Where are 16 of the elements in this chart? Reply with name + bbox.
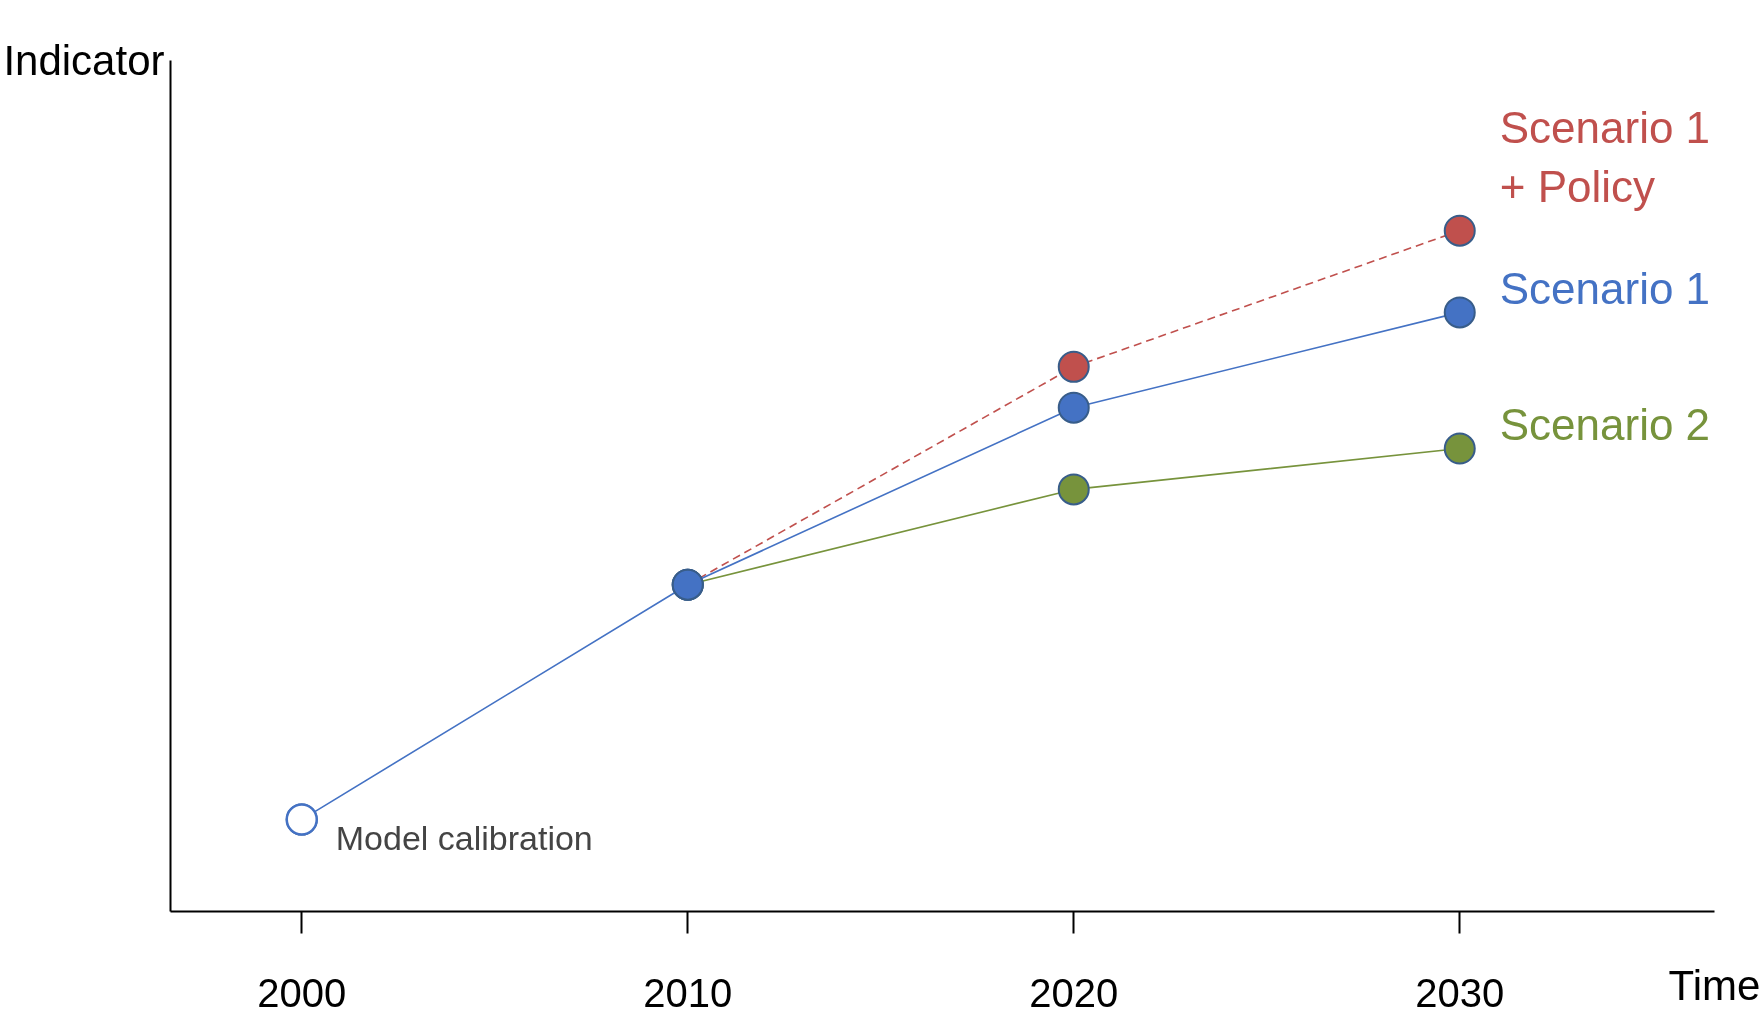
x-tick-label: 2010 bbox=[643, 970, 733, 1015]
annotation: Model calibration bbox=[335, 818, 593, 857]
series-label: Scenario 2 bbox=[1499, 400, 1711, 450]
point bbox=[1057, 473, 1090, 506]
point bbox=[1443, 432, 1476, 465]
x-tick-label: 2000 bbox=[257, 970, 347, 1015]
x-axis-title: Time bbox=[1668, 961, 1761, 1009]
point bbox=[1443, 214, 1476, 247]
point bbox=[1443, 296, 1476, 329]
y-axis-title: Indicator bbox=[3, 37, 165, 84]
x-tick-label: 2030 bbox=[1415, 970, 1505, 1015]
point bbox=[1057, 391, 1090, 424]
point bbox=[1057, 350, 1090, 383]
x-tick-label: 2020 bbox=[1029, 970, 1119, 1015]
series-label: Scenario 1 bbox=[1499, 263, 1711, 313]
series-label: Scenario 1 + Policy bbox=[1499, 102, 1711, 211]
